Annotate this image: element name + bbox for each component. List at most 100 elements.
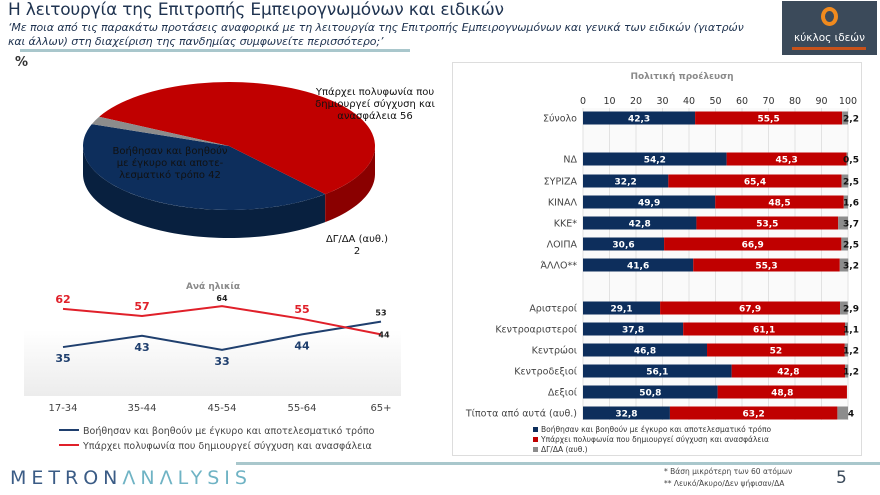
bar-value-label: 54,2 (644, 156, 666, 166)
legend-label: Βοήθησαν και βοηθούν με έγκυρο και αποτε… (541, 425, 771, 434)
bar-value-label: 3,7 (843, 220, 859, 230)
pie-label-confusion: Υπάρχει πολυφωνία που (315, 86, 435, 98)
bar-segment (837, 406, 848, 420)
bar-segment (842, 111, 848, 125)
category-label: Σύνολο (543, 114, 577, 125)
page-title: Η λειτουργία της Επιτροπής Εμπειρογνωμόν… (8, 0, 504, 20)
bar-chart-panel (452, 62, 862, 456)
category-label: ΣΥΡΙΖΑ (544, 177, 578, 188)
category-label: Δεξιοί (548, 388, 578, 399)
bar-value-label: 1,2 (843, 368, 859, 378)
pie-label-helped: Βοήθησαν και βοηθούν (113, 145, 228, 157)
brand-a: METRON (10, 467, 123, 489)
bar-value-label: 65,4 (744, 178, 766, 188)
bar-value-label: 32,2 (615, 178, 637, 188)
bar-row: ΆΛΛΟ** 41,6 55,3 3,2 (540, 258, 859, 272)
legend-swatch (533, 437, 538, 442)
bar-value-label: 30,6 (612, 241, 634, 251)
bar-segment (583, 174, 669, 188)
legend-label: Υπάρχει πολυφωνία που δημιουργεί σύγχυση… (82, 441, 372, 452)
plot-area (24, 330, 401, 396)
bar-segment (844, 343, 848, 357)
data-label: 64 (216, 294, 228, 303)
page-number: 5 (836, 468, 847, 488)
bar-segment (845, 364, 849, 378)
x-tick-label: 80 (789, 96, 801, 107)
x-tick-label: 30 (656, 96, 668, 107)
footnote-2: ** Λευκό/Άκυρο/Δεν ψήφισαν/ΔΑ (664, 479, 785, 488)
bar-value-label: 49,9 (638, 199, 660, 209)
x-tick-label: 70 (762, 96, 774, 107)
legend-label: Βοήθησαν και βοηθούν με έγκυρο και αποτε… (83, 426, 375, 437)
footnote-1: * Βάση μικρότερη των 60 ατόμων (664, 467, 793, 476)
category-label: ΛΟΙΠΑ (547, 240, 578, 251)
bar-segment (717, 385, 847, 399)
data-label: 44 (378, 330, 390, 339)
bar-segment (664, 237, 842, 251)
bar-value-label: 50,8 (639, 389, 661, 399)
bar-row: Αριστεροί 29,1 67,9 2,9 (529, 301, 859, 315)
bar-segment (731, 364, 846, 378)
pie-slice-confusion-side (325, 146, 375, 223)
pie-chart (83, 81, 376, 238)
divider (20, 49, 410, 52)
bar-value-label: 45,3 (776, 156, 798, 166)
line-chart: Ανά ηλικία 17-34 35-44 45-54 55-64 65+ 35 43 33 4… (24, 281, 401, 452)
x-tick-label: 40 (683, 96, 695, 107)
pie-label-helped: λεσματικό τρόπο 42 (119, 169, 221, 181)
x-tick-label: 90 (815, 96, 827, 107)
bar-value-label: 48,5 (768, 199, 790, 209)
bar-segment (583, 406, 670, 420)
x-tick-label: 60 (736, 96, 748, 107)
bar-row: ΣΥΡΙΖΑ 32,2 65,4 2,5 (544, 174, 859, 188)
bar-value-label: 42,3 (628, 115, 650, 125)
category-label: ΚΚΕ* (554, 219, 577, 230)
bar-value-label: 2,9 (843, 305, 859, 315)
brand-b: ΛNΛLYSIS (122, 467, 252, 489)
bar-row: Κεντροδεξιοί 56,1 42,8 1,2 (514, 364, 859, 378)
x-tick-label: 35-44 (127, 403, 156, 414)
bar-segment (583, 216, 697, 230)
category-label: ΆΛΛΟ** (540, 261, 577, 272)
category-label: Κεντροαριστεροί (495, 325, 577, 336)
pie-label-dk: 2 (354, 246, 360, 257)
bar-segment (583, 364, 732, 378)
bar-value-label: 55,5 (758, 115, 780, 125)
bar-segment (583, 385, 718, 399)
bar-segment (841, 237, 848, 251)
x-tick-label: 20 (630, 96, 642, 107)
bar-row: Σύνολο 42,3 55,5 2,2 (543, 111, 859, 125)
bar-value-label: 2,5 (843, 178, 859, 188)
legend-label: ΔΓ/ΔΑ (αυθ.) (541, 445, 588, 454)
bar-value-label: 29,1 (610, 305, 632, 315)
x-tick-label: 100 (839, 96, 857, 107)
logo-bar (792, 47, 866, 50)
bar-row: ΝΔ 54,2 45,3 0,5 (563, 152, 859, 166)
bar-row: Τίποτα από αυτά (αυθ.) 32,8 63,2 4 (465, 406, 854, 420)
pie-slice-helped-side (83, 146, 326, 238)
pie-label-dk: ΔΓ/ΔΑ (αυθ.) (326, 234, 388, 245)
bar-segment (841, 174, 849, 188)
bar-segment (843, 195, 848, 209)
bar-value-label: 55,3 (755, 262, 777, 272)
x-tick-label: 10 (603, 96, 615, 107)
bar-segment (583, 195, 716, 209)
kyklos-ideon-logo: κύκλος ιδεών (782, 1, 877, 55)
x-tick-label: 65+ (370, 403, 391, 414)
line-series-confusion (62, 305, 382, 336)
bar-value-label: 48,8 (771, 389, 793, 399)
bar-row: Κεντρώοι 46,8 52 1,2 (532, 343, 859, 357)
bar-value-label: 52 (770, 347, 783, 357)
x-tick-label: 50 (709, 96, 721, 107)
logo-ring-icon (821, 7, 838, 26)
bar-value-label: 46,8 (634, 347, 656, 357)
bar-value-label: 37,8 (622, 326, 644, 336)
bar-segment (683, 322, 846, 336)
x-tick-label: 55-64 (287, 403, 316, 414)
bar-segment (583, 152, 727, 166)
bar-value-label: 2,2 (843, 115, 859, 125)
line-chart-title: Ανά ηλικία (186, 281, 240, 292)
bar-segment (693, 258, 840, 272)
